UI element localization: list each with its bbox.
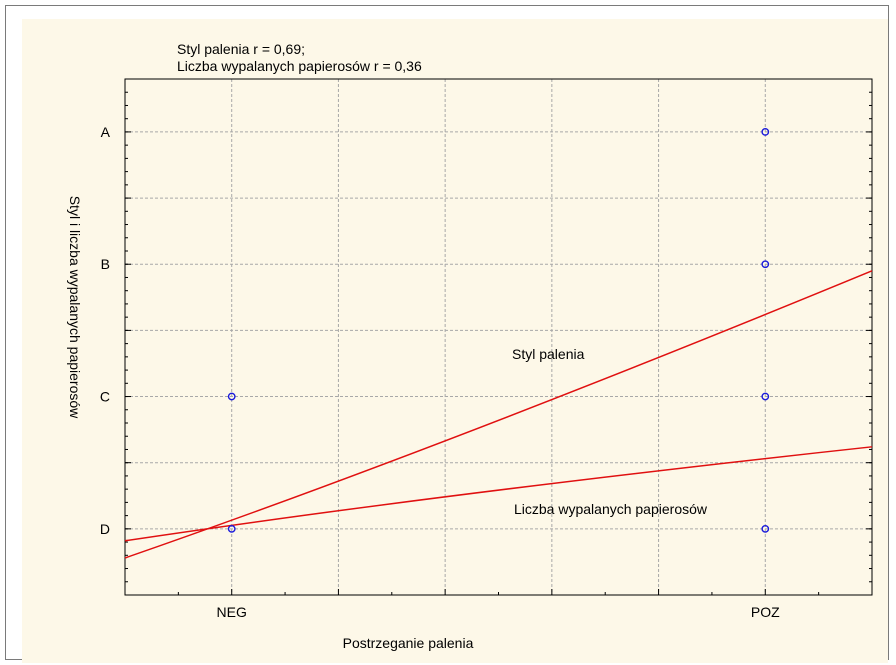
chart-title-line-2: Liczba wypalanych papierosów r = 0,36 — [177, 58, 422, 74]
y-tick-label: A — [101, 124, 111, 140]
series-label-liczba-papierosow: Liczba wypalanych papierosów — [514, 501, 708, 517]
chart-frame: NEG POZ A B C D Styl palenia r = 0,69; Liczba… — [5, 5, 889, 663]
data-point — [761, 128, 770, 136]
data-point — [227, 392, 236, 401]
y-axis-title: Styl i liczba wypalanych papierosów — [67, 196, 83, 419]
axis-ticks — [125, 91, 872, 595]
x-tick-label: NEG — [217, 604, 247, 620]
y-tick-label: B — [101, 256, 110, 272]
scatter-chart: NEG POZ A B C D Styl palenia r = 0,69; Liczba… — [67, 41, 873, 651]
series-label-styl-palenia: Styl palenia — [512, 346, 585, 362]
data-point — [227, 524, 236, 533]
fit-lines — [124, 270, 873, 559]
fit-line-1 — [124, 270, 873, 559]
y-tick-label: C — [100, 389, 110, 405]
data-point — [761, 392, 770, 401]
x-tick-label: POZ — [751, 604, 780, 620]
chart-title-line-1: Styl palenia r = 0,69; — [177, 41, 305, 57]
tick-labels: NEG POZ A B C D — [100, 124, 780, 620]
grid — [125, 79, 872, 595]
fit-line-2 — [124, 446, 873, 542]
data-point — [761, 524, 770, 533]
y-tick-label: D — [100, 521, 110, 537]
chart-canvas: NEG POZ A B C D Styl palenia r = 0,69; Liczba… — [22, 19, 888, 663]
x-axis-title: Postrzeganie palenia — [343, 635, 474, 651]
data-point — [761, 260, 770, 269]
data-points — [227, 128, 770, 533]
